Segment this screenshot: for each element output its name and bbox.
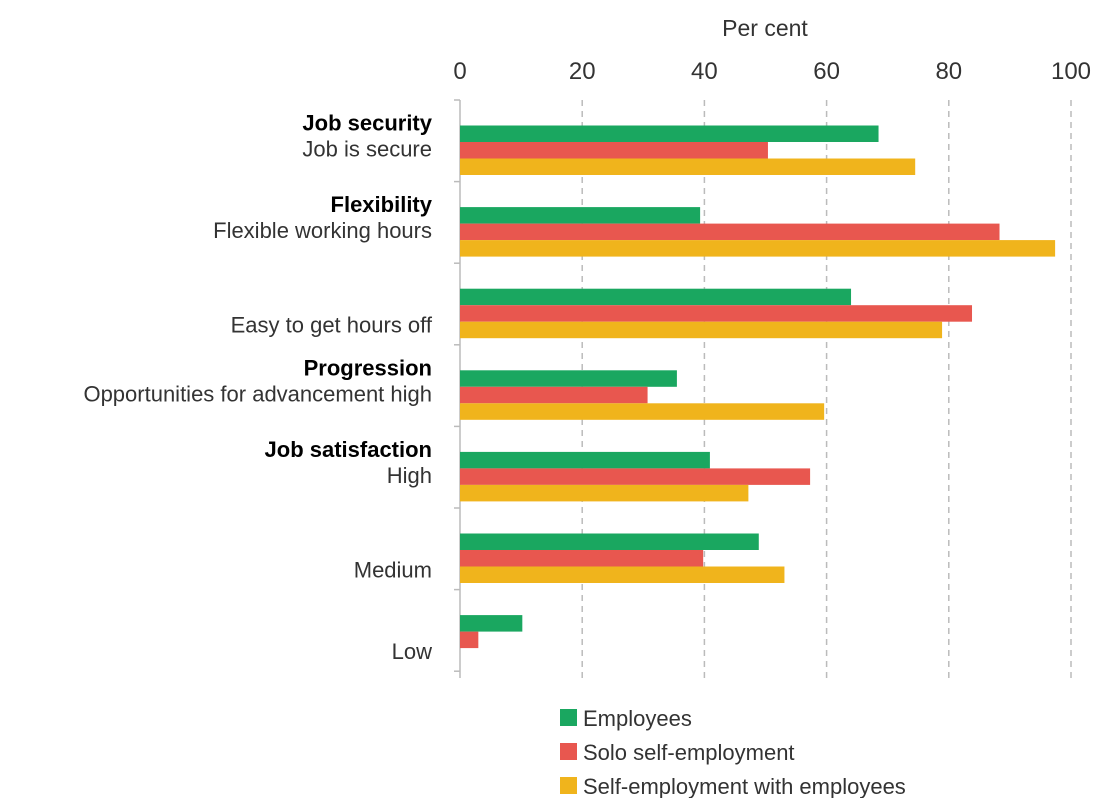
bar — [460, 158, 916, 175]
group-heading: Flexibility — [331, 192, 433, 217]
category-label: High — [387, 463, 432, 488]
x-tick-label: 100 — [1051, 58, 1091, 85]
group-heading: Job satisfaction — [265, 437, 432, 462]
x-tick-label: 20 — [569, 58, 596, 85]
legend: Employees Solo self-employment Self-employ… — [560, 706, 906, 799]
bar — [460, 370, 677, 387]
x-tick-label: 40 — [691, 58, 718, 85]
bar — [460, 240, 1056, 257]
bar — [460, 321, 943, 339]
legend-swatch — [560, 777, 577, 794]
legend-label: Self-employment with employees — [583, 774, 906, 798]
bar — [460, 550, 704, 567]
group-heading: Job security — [302, 111, 432, 136]
bar — [460, 223, 1000, 241]
x-tick-labels: 0 20 40 60 80 100 — [453, 58, 1091, 85]
category-label: Opportunities for advancement high — [83, 381, 432, 406]
bar — [460, 615, 523, 632]
category-label: Job is secure — [302, 137, 432, 162]
bar — [460, 142, 768, 159]
bar — [460, 403, 825, 420]
category-label: Medium — [354, 558, 432, 583]
x-tick-label: 0 — [453, 58, 466, 85]
category-label: Low — [392, 639, 432, 664]
legend-swatch — [560, 743, 577, 760]
bar — [460, 631, 479, 649]
legend-label: Employees — [583, 706, 692, 731]
bar — [460, 305, 973, 322]
category-label: Easy to get hours off — [231, 313, 433, 338]
x-tick-label: 60 — [813, 58, 840, 85]
x-axis-title: Per cent — [722, 15, 808, 41]
bar — [460, 386, 648, 404]
bar — [460, 207, 701, 224]
group-heading: Progression — [304, 355, 432, 380]
legend-label: Solo self-employment — [583, 740, 795, 765]
bar — [460, 484, 749, 502]
legend-swatch — [560, 709, 577, 726]
bars — [460, 125, 1056, 649]
bar — [460, 468, 811, 485]
bar — [460, 533, 759, 550]
bar — [460, 451, 710, 469]
bar — [460, 125, 879, 142]
bar — [460, 566, 785, 583]
bar — [460, 288, 852, 306]
category-label: Flexible working hours — [213, 218, 432, 243]
x-tick-label: 80 — [935, 58, 962, 85]
